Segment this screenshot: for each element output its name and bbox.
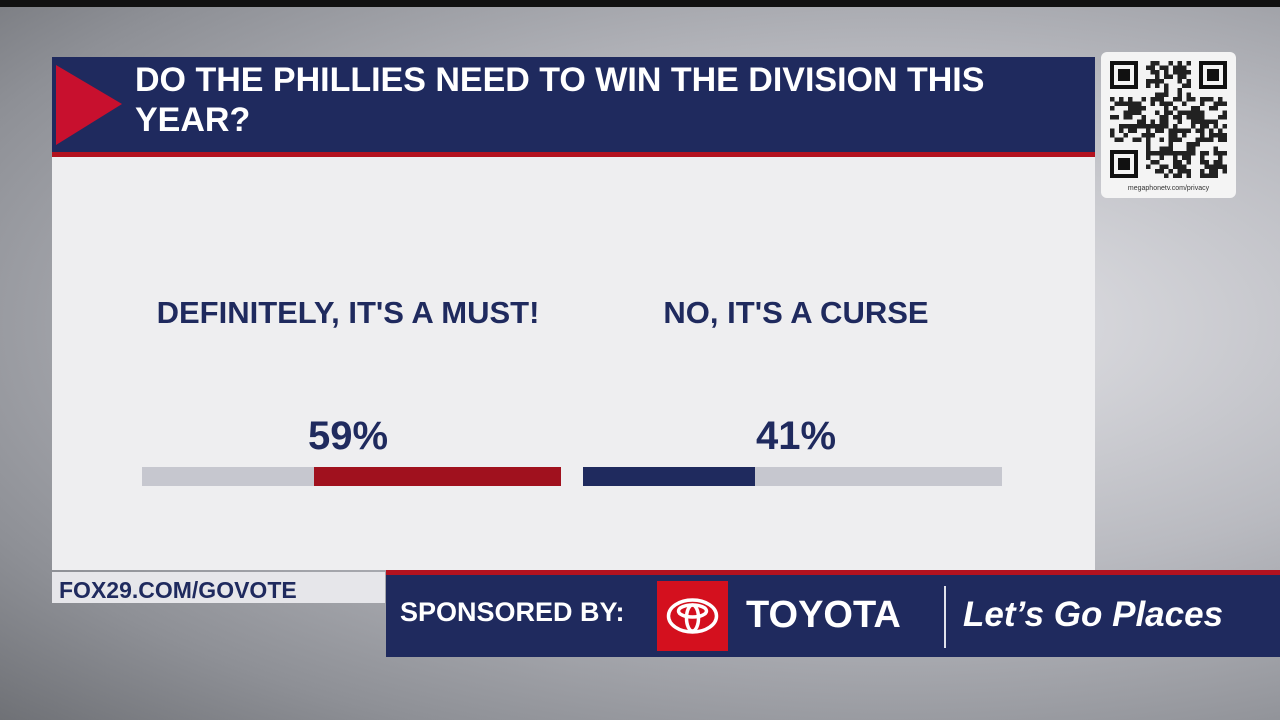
result-bar xyxy=(583,467,755,486)
top-strip xyxy=(0,0,1280,7)
qr-box: megaphonetv.com/privacy xyxy=(1101,52,1236,198)
option-percent: 41% xyxy=(755,414,837,458)
sponsor-slogan: Let’s Go Places xyxy=(963,595,1224,634)
toyota-logo xyxy=(657,581,728,651)
qr-code xyxy=(1110,61,1227,178)
option-label: DEFINITELY, IT'S A MUST! xyxy=(156,295,540,330)
sponsor-bar xyxy=(386,570,1280,657)
bar-track xyxy=(583,467,1002,486)
qr-caption: megaphonetv.com/privacy xyxy=(1127,185,1210,192)
result-bar xyxy=(313,467,561,486)
option-label: NO, IT'S A CURSE xyxy=(663,295,929,330)
option-percent: 59% xyxy=(307,414,389,458)
header-arrow xyxy=(56,65,122,145)
sponsor-rule xyxy=(386,570,1280,575)
bar-track xyxy=(142,467,561,486)
divider xyxy=(944,586,946,648)
sponsor-label: SPONSORED BY: xyxy=(400,597,625,627)
sponsor-brand: TOYOTA xyxy=(746,594,901,636)
vote-url: FOX29.COM/GOVOTE xyxy=(59,577,297,603)
header-rule xyxy=(52,152,1095,157)
poll-title: DO THE PHILLIES NEED TO WIN THE DIVISION… xyxy=(135,61,985,139)
url-box xyxy=(52,572,385,603)
header-bar xyxy=(52,57,1095,152)
